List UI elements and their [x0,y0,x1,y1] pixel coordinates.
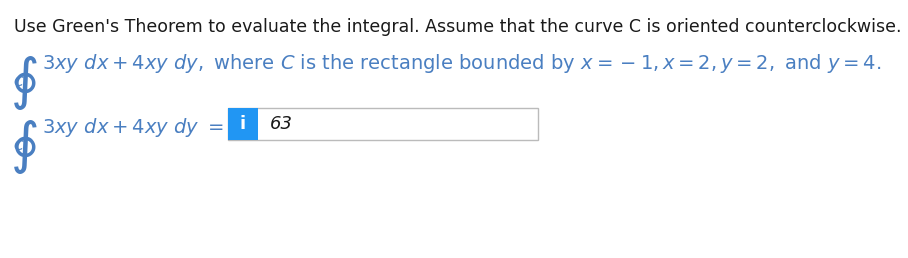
Text: $C$: $C$ [13,139,25,153]
Text: $\oint$: $\oint$ [10,118,37,176]
Text: 63: 63 [270,115,293,133]
Text: $C$: $C$ [13,75,25,89]
Text: $3xy\ dx + 4xy\ dy\ =$: $3xy\ dx + 4xy\ dy\ =$ [42,116,224,139]
Text: Use Green's Theorem to evaluate the integral. Assume that the curve C is oriente: Use Green's Theorem to evaluate the inte… [14,18,902,36]
FancyBboxPatch shape [228,108,258,140]
Text: i: i [240,115,246,133]
Text: $\oint$: $\oint$ [10,54,37,112]
Text: $3xy\ dx + 4xy\ dy$$,$ where $C$ is the rectangle bounded by $x = -1, x = 2, y =: $3xy\ dx + 4xy\ dy$$,$ where $C$ is the … [42,52,882,75]
FancyBboxPatch shape [228,108,538,140]
